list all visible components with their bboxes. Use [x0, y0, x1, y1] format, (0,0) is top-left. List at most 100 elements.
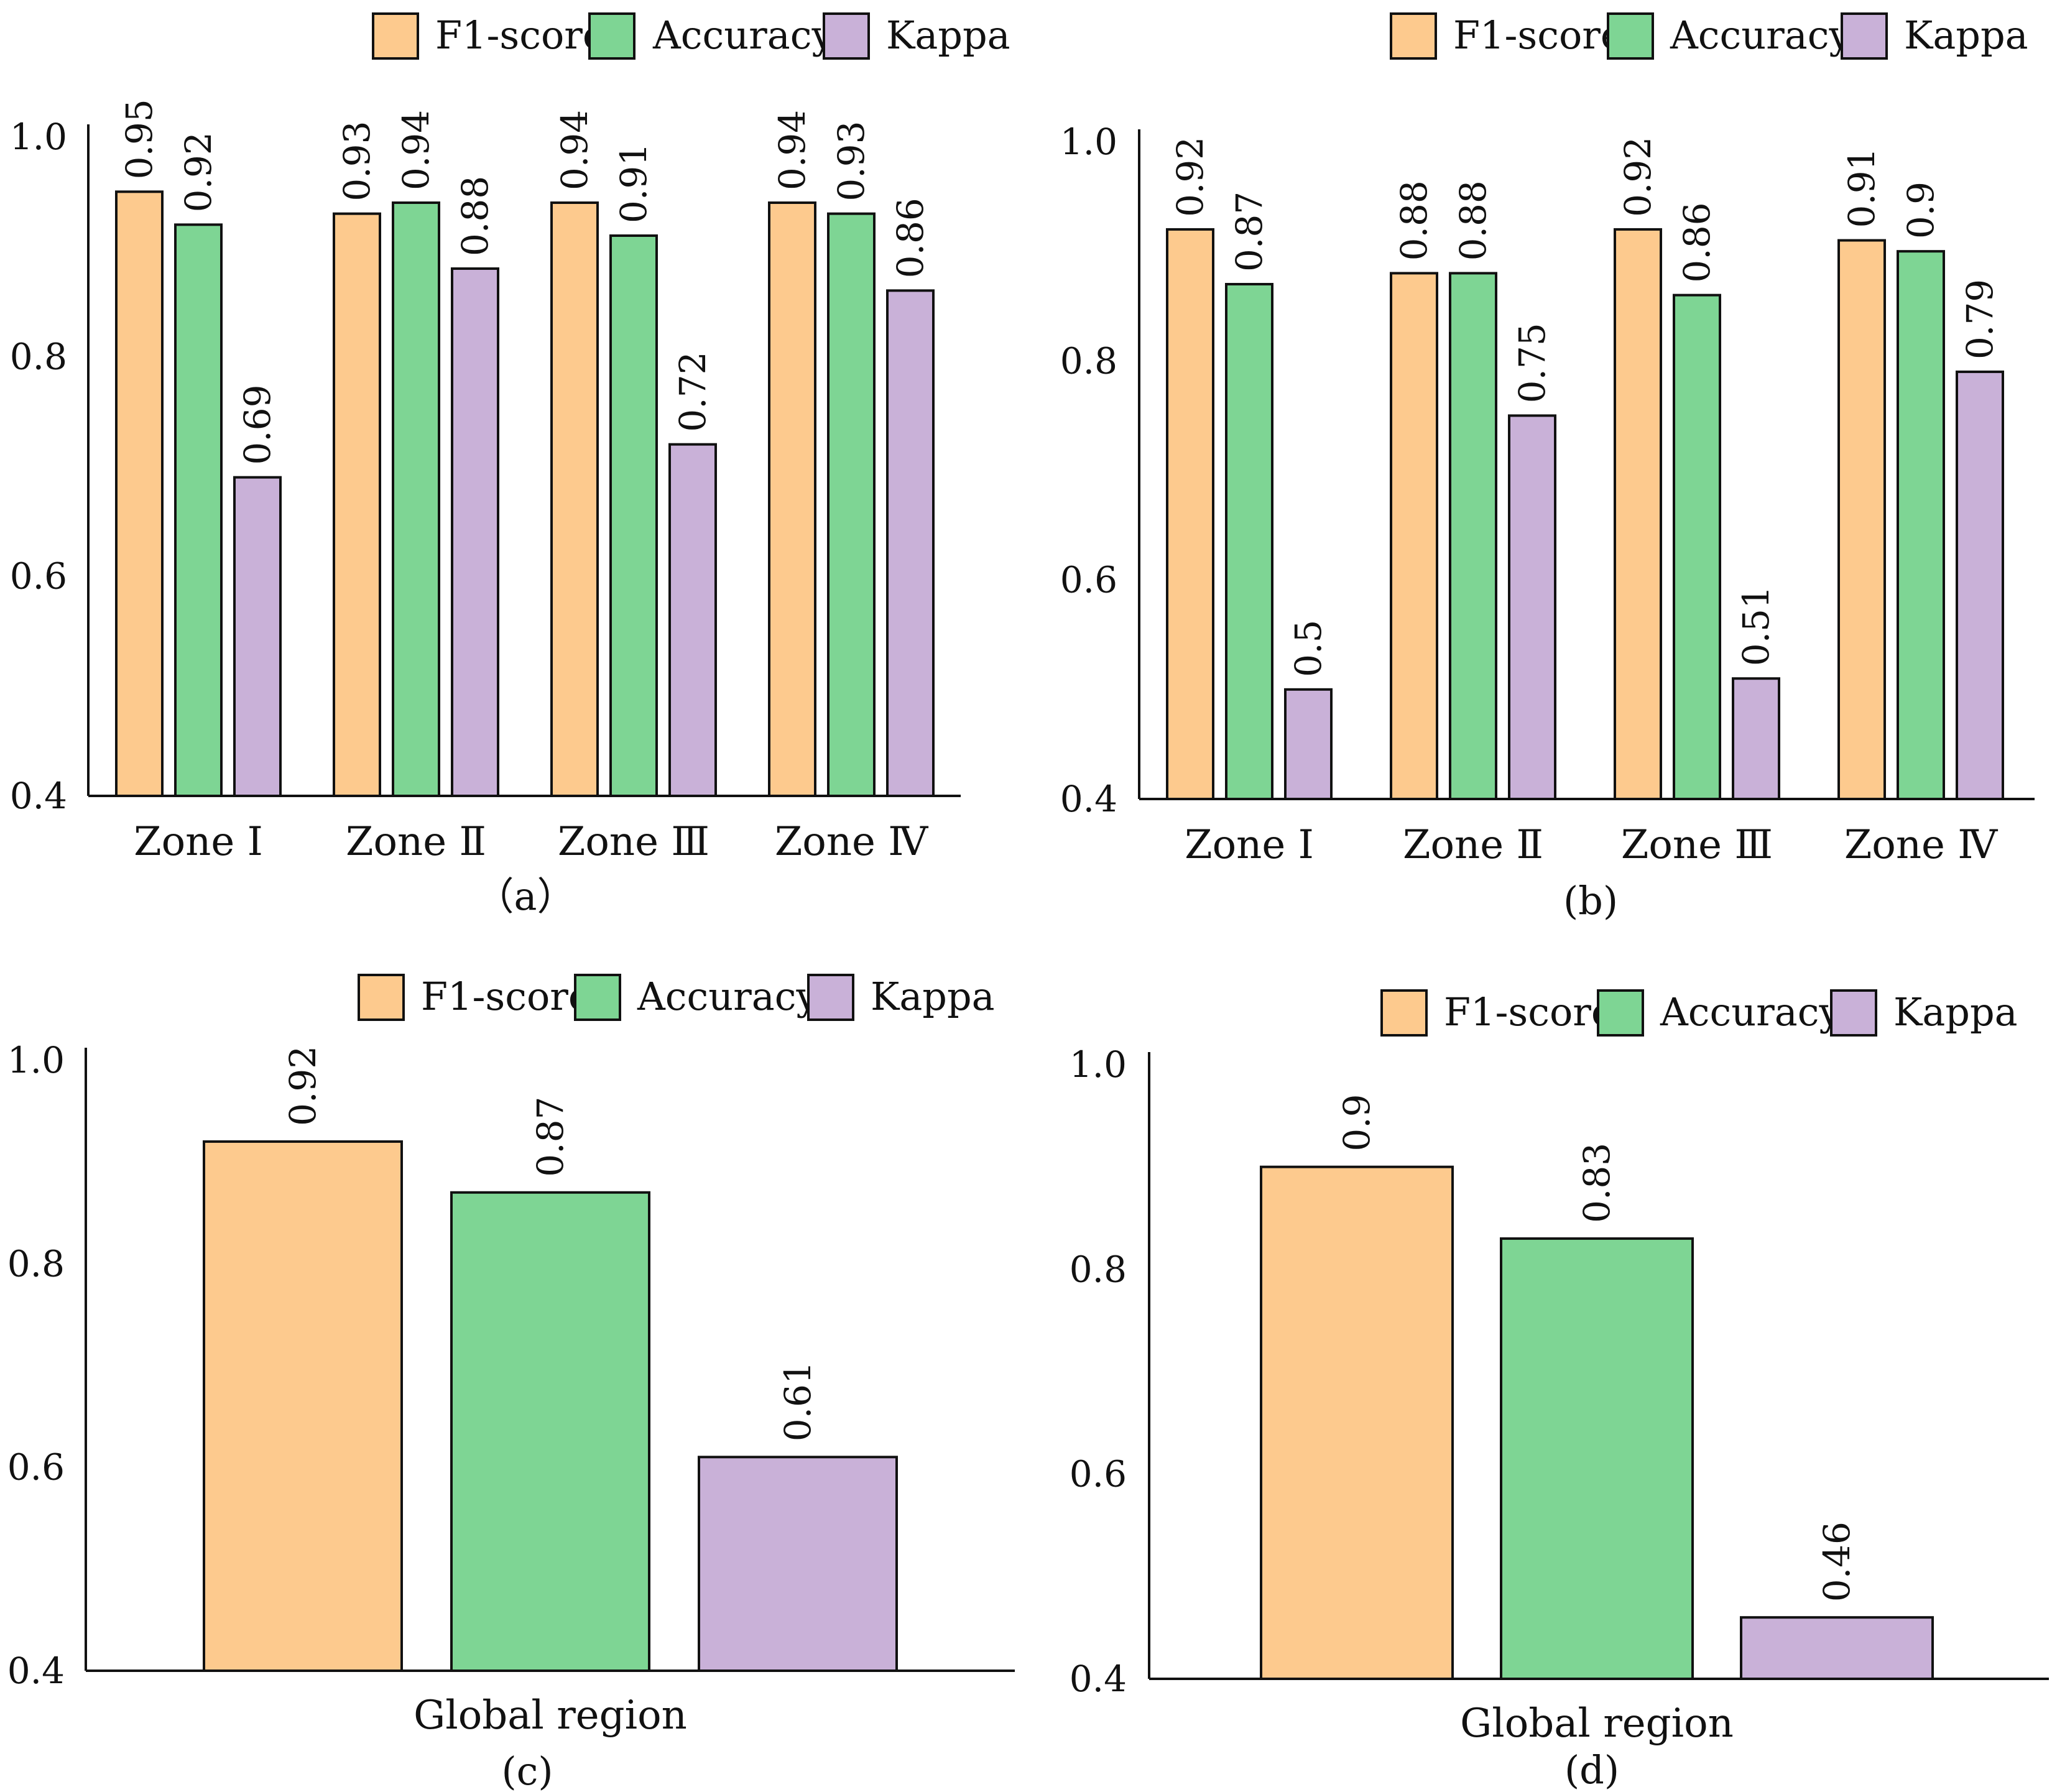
panel-d-bar-kappa	[1740, 1616, 1934, 1680]
panel-c-legend-swatch-kappa	[807, 974, 854, 1021]
panel-a-bar-f1-score	[333, 212, 381, 797]
panel-a-legend-swatch-f1-score	[372, 12, 419, 60]
panel-a-caption: （a）	[476, 874, 576, 919]
panel-b-bar-f1-score	[1390, 272, 1438, 800]
panel-d-legend-label-f1-score: F1-score	[1444, 989, 1614, 1035]
panel-b-value-label: 0.91	[1841, 147, 1883, 228]
panel-b-bar-f1-score	[1166, 228, 1214, 800]
panel-a-value-label: 0.88	[454, 176, 496, 256]
panel-b-value-label: 0.92	[1617, 137, 1659, 217]
panel-a-ytick-label: 1.0	[10, 116, 67, 158]
panel-d-category-label: Global region	[1460, 1701, 1734, 1747]
panel-b-bar-accuracy	[1225, 283, 1273, 800]
panel-a-bar-kappa	[668, 443, 717, 797]
panel-a-ytick-label: 0.8	[10, 335, 67, 377]
panel-b-value-label: 0.88	[1393, 180, 1435, 261]
panel-d-chart: 0.4 0.6 0.8 1.0 0.9 0.83 0.46 Global region F1-s…	[1070, 989, 2049, 1792]
panel-a-bar-accuracy	[174, 223, 223, 798]
panel-a-legend-swatch-kappa	[823, 12, 870, 60]
panel-d-ytick-label: 0.6	[1070, 1453, 1127, 1495]
panel-a-bar-accuracy	[827, 212, 876, 797]
panel-b-legend-label-f1-score: F1-score	[1453, 12, 1624, 58]
panel-b-bar-kappa	[1284, 688, 1333, 801]
panel-c-legend-swatch-f1-score	[358, 974, 405, 1021]
panel-b-legend-swatch-accuracy	[1607, 12, 1654, 60]
panel-a-value-label: 0.94	[771, 110, 813, 190]
panel-d-legend-label-kappa: Kappa	[1893, 989, 2018, 1035]
panel-d-legend-label-accuracy: Accuracy	[1660, 989, 1841, 1035]
panel-a-value-label: 0.93	[830, 121, 872, 201]
panel-b-value-label: 0.87	[1228, 192, 1270, 272]
panel-b-value-label: 0.9	[1900, 182, 1942, 239]
panel-c-chart: 0.4 0.6 0.8 1.0 0.92 0.87 0.61 Global region F1-…	[7, 974, 1015, 1792]
panel-b-bar-accuracy	[1673, 293, 1721, 800]
panel-b-value-label: 0.86	[1676, 202, 1718, 282]
panel-a-bar-kappa	[451, 267, 499, 797]
panel-a-value-label: 0.72	[672, 352, 714, 432]
panel-b-legend-swatch-f1-score	[1390, 12, 1437, 60]
panel-a-value-label: 0.93	[336, 121, 378, 201]
panel-d-value-label: 0.9	[1336, 1094, 1378, 1151]
panel-c-legend-swatch-accuracy	[574, 974, 621, 1021]
panel-d-bar-accuracy	[1500, 1237, 1694, 1680]
panel-a-category-label: Zone Ⅲ	[558, 819, 709, 865]
panel-a-legend-label-f1-score: F1-score	[435, 12, 606, 58]
panel-a-bar-f1-score	[768, 201, 816, 797]
panel-a-value-label: 0.92	[177, 132, 220, 212]
panel-d-legend-swatch-f1-score	[1380, 989, 1428, 1037]
panel-a-category-label: Zone Ⅱ	[346, 819, 486, 865]
panel-a-bar-accuracy	[392, 201, 440, 797]
panel-a-value-label: 0.94	[395, 110, 437, 190]
panel-a-bar-accuracy	[609, 234, 658, 797]
panel-b-caption: (b)	[1563, 878, 1618, 923]
panel-b-category-label: Zone Ⅲ	[1621, 822, 1773, 868]
panel-b-category-label: Zone Ⅰ	[1185, 822, 1314, 868]
panel-b-value-label: 0.88	[1452, 180, 1494, 261]
panel-a-bar-kappa	[886, 289, 935, 798]
panel-b-bar-f1-score	[1614, 228, 1662, 800]
panel-c-bar-f1-score	[203, 1140, 403, 1672]
panel-b-value-label: 0.75	[1511, 323, 1553, 403]
panel-a-value-label: 0.69	[236, 385, 279, 465]
panel-c-value-label: 0.61	[777, 1361, 819, 1441]
panel-a-legend-label-accuracy: Accuracy	[652, 12, 834, 58]
panel-c-bar-accuracy	[450, 1191, 650, 1673]
panel-b-bar-accuracy	[1897, 250, 1945, 800]
panel-b-ytick-label: 0.6	[1060, 559, 1117, 601]
panel-c-category-label: Global region	[414, 1693, 687, 1739]
panel-a-ytick-label: 0.6	[10, 555, 67, 598]
panel-b-chart: 0.4 0.6 0.8 1.0 0.92 0.88 0.92 0.91 0.87 0.88 0.86…	[1060, 12, 2035, 923]
panel-b-bar-accuracy	[1449, 272, 1497, 800]
panel-c-legend-label-kappa: Kappa	[871, 974, 995, 1019]
panel-a-bar-kappa	[233, 476, 282, 797]
panel-a-value-label: 0.91	[612, 143, 655, 223]
panel-c-ytick-label: 1.0	[7, 1039, 65, 1081]
panel-c-legend-label-f1-score: F1-score	[421, 974, 591, 1019]
panel-c-ytick-label: 0.6	[7, 1446, 65, 1489]
panel-b-category-label: Zone Ⅳ	[1844, 822, 1998, 868]
panel-c-legend-label-accuracy: Accuracy	[637, 974, 818, 1019]
panel-c-caption: (c)	[501, 1748, 553, 1792]
panel-b-ytick-label: 0.8	[1060, 339, 1117, 382]
panel-b-legend-label-kappa: Kappa	[1904, 12, 2028, 58]
panel-d-legend-swatch-kappa	[1830, 989, 1877, 1037]
panel-b-bar-kappa	[1508, 414, 1556, 800]
panel-b-legend-label-accuracy: Accuracy	[1670, 12, 1851, 58]
panel-b-ytick-label: 1.0	[1060, 121, 1117, 163]
panel-a-bar-f1-score	[550, 201, 599, 797]
panel-a-ytick-label: 0.4	[10, 775, 67, 817]
panel-d-ytick-label: 1.0	[1070, 1043, 1127, 1086]
panel-d-legend-swatch-accuracy	[1597, 989, 1644, 1037]
panel-c-bar-kappa	[698, 1456, 898, 1673]
panel-a-value-label: 0.95	[118, 99, 160, 179]
panel-a-legend-swatch-accuracy	[588, 12, 635, 60]
panel-b-value-label: 0.79	[1959, 279, 2001, 359]
panel-b-value-label: 0.92	[1169, 137, 1211, 217]
panel-b-bar-kappa	[1956, 370, 2004, 800]
panel-a-bar-f1-score	[115, 190, 164, 798]
panel-d-value-label: 0.83	[1576, 1143, 1618, 1223]
panel-b-value-label: 0.51	[1735, 586, 1777, 666]
panel-d-value-label: 0.46	[1816, 1522, 1858, 1602]
panel-a-category-label: Zone Ⅳ	[775, 819, 928, 865]
panel-d-ytick-label: 0.8	[1070, 1248, 1127, 1290]
